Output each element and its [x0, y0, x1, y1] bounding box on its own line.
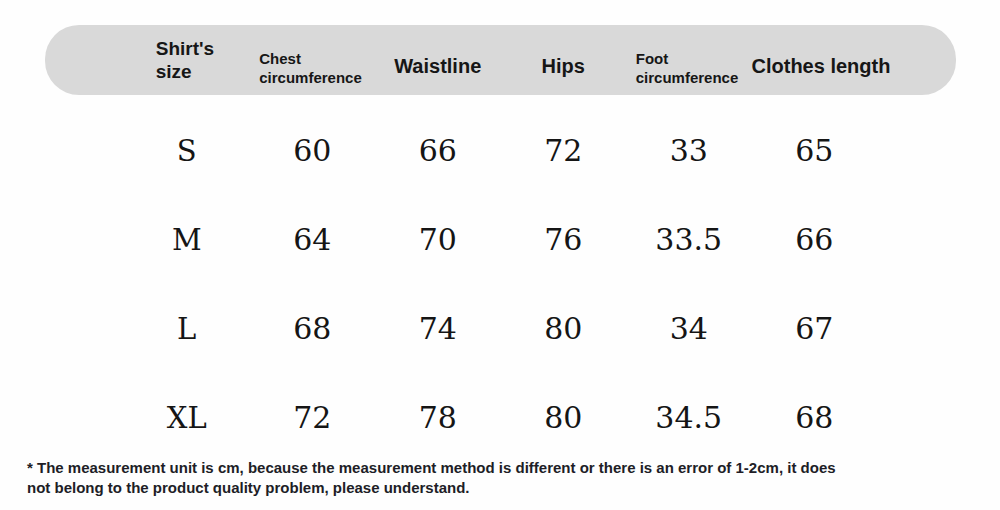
header-cell: Shirt's size	[124, 37, 250, 83]
measurement-disclaimer: * The measurement unit is cm, because th…	[27, 458, 836, 498]
disclaimer-line-1: * The measurement unit is cm, because th…	[27, 458, 836, 478]
table-cell: 66	[752, 222, 878, 257]
table-cell: 68	[250, 311, 376, 346]
header-cell: Clothes length	[752, 41, 878, 78]
table-cell: 78	[375, 400, 501, 435]
table-cell: 70	[375, 222, 501, 257]
table-cell: 80	[501, 311, 627, 346]
size-label-xl: XL	[124, 401, 250, 435]
size-label-m: M	[124, 223, 250, 257]
column-header-shirts-size: Shirt's size	[156, 37, 218, 83]
header-cell: Waistline	[375, 41, 501, 78]
table-cell: 65	[752, 133, 878, 168]
table-cell: 74	[375, 311, 501, 346]
size-chart: Shirt's size Chest circumference Waistli…	[0, 0, 1000, 510]
column-header-chest-circumference: Chest circumference	[259, 49, 365, 88]
table-cell: 34	[626, 311, 752, 346]
table-cell: 67	[752, 311, 878, 346]
size-label-s: S	[124, 134, 250, 168]
table-body: S 60 66 72 33 65 M 64 70 76 33.5 66 L 68…	[124, 106, 877, 462]
table-cell: 33	[626, 133, 752, 168]
table-cell: 60	[250, 133, 376, 168]
disclaimer-line-2: not belong to the product quality proble…	[27, 478, 836, 498]
header-cell: Chest circumference	[250, 33, 376, 88]
table-cell: 66	[375, 133, 501, 168]
table-cell: 68	[752, 400, 878, 435]
table-header-row: Shirt's size Chest circumference Waistli…	[124, 25, 877, 95]
table-cell: 72	[250, 400, 376, 435]
table-cell: 72	[501, 133, 627, 168]
column-header-waistline: Waistline	[394, 54, 481, 78]
column-header-foot-circumference: Foot circumference	[636, 49, 742, 88]
table-cell: 80	[501, 400, 627, 435]
table-cell: 76	[501, 222, 627, 257]
column-header-clothes-length: Clothes length	[752, 54, 891, 78]
header-cell: Hips	[501, 41, 627, 78]
table-cell: 33.5	[626, 222, 752, 257]
header-cell: Foot circumference	[626, 33, 752, 88]
table-cell: 34.5	[626, 400, 752, 435]
column-header-hips: Hips	[542, 54, 585, 78]
table-cell: 64	[250, 222, 376, 257]
size-label-l: L	[124, 312, 250, 346]
